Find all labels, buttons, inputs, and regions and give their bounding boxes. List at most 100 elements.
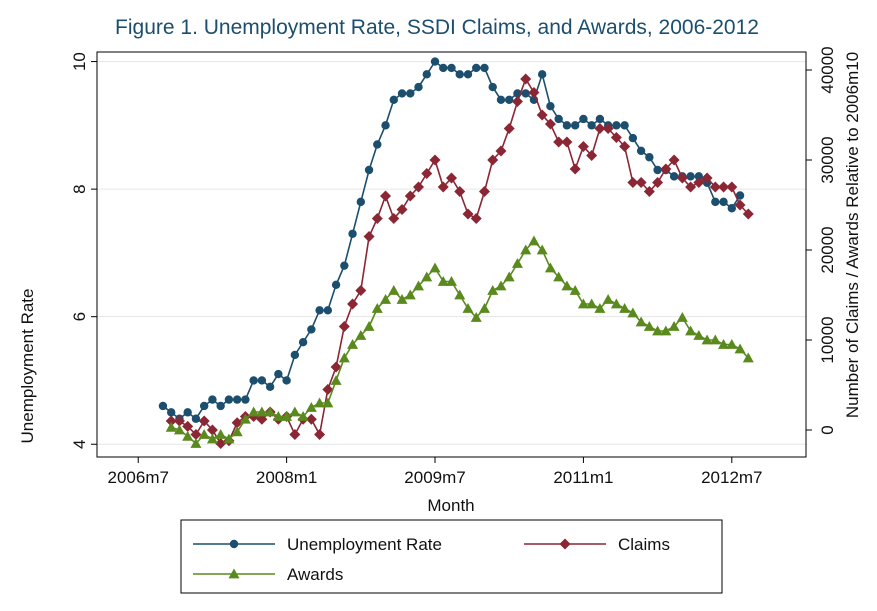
data-point bbox=[206, 433, 218, 444]
legend-box bbox=[180, 519, 723, 594]
x-tick-label: 2012m7 bbox=[701, 468, 762, 487]
plot-frame bbox=[96, 51, 807, 458]
legend-label: Claims bbox=[618, 535, 670, 554]
y-left-tick-label: 10 bbox=[70, 52, 89, 71]
y-right-tick-label: 20000 bbox=[818, 226, 837, 273]
data-point bbox=[470, 213, 482, 224]
data-point bbox=[734, 343, 746, 354]
data-point bbox=[693, 177, 705, 188]
data-point bbox=[635, 177, 647, 188]
data-point bbox=[734, 199, 746, 211]
y-left-axis: 4 6 8 10 bbox=[70, 52, 97, 449]
data-point bbox=[338, 321, 350, 332]
data-point bbox=[586, 150, 598, 161]
x-tick-label: 2009m7 bbox=[404, 468, 465, 487]
data-point bbox=[594, 303, 606, 313]
data-point bbox=[305, 402, 317, 412]
data-point bbox=[437, 276, 449, 286]
data-point bbox=[726, 181, 738, 193]
y-right-axis: 0 10000 20000 30000 40000 bbox=[806, 46, 837, 435]
data-point bbox=[553, 136, 565, 148]
data-point bbox=[711, 197, 720, 207]
data-point bbox=[182, 420, 194, 432]
data-point bbox=[495, 280, 507, 291]
legend-swatch-marker bbox=[228, 568, 240, 579]
y-left-tick-label: 6 bbox=[70, 312, 89, 321]
data-point bbox=[380, 294, 392, 304]
data-point bbox=[742, 352, 754, 363]
data-point bbox=[404, 190, 416, 202]
y-left-tick-label: 4 bbox=[70, 440, 89, 449]
data-point bbox=[215, 438, 227, 449]
data-point bbox=[619, 141, 631, 152]
data-point bbox=[404, 289, 416, 300]
data-point bbox=[231, 426, 243, 437]
data-point bbox=[190, 438, 202, 448]
data-point bbox=[281, 411, 293, 421]
series-awards bbox=[165, 235, 754, 448]
data-point bbox=[496, 95, 506, 105]
data-point bbox=[208, 395, 217, 404]
data-point bbox=[173, 424, 185, 435]
data-point bbox=[371, 303, 383, 313]
data-point bbox=[569, 285, 581, 295]
data-point bbox=[454, 289, 466, 300]
data-point bbox=[413, 181, 425, 193]
data-point bbox=[165, 421, 177, 432]
data-point bbox=[414, 82, 423, 92]
data-point bbox=[182, 430, 194, 441]
data-point bbox=[314, 429, 326, 440]
data-point bbox=[653, 165, 662, 175]
y-left-axis-title: Unemployment Rate bbox=[18, 289, 37, 444]
data-point bbox=[363, 231, 375, 242]
data-point bbox=[298, 337, 308, 347]
y-right-tick-label: 0 bbox=[818, 425, 837, 434]
data-point bbox=[241, 395, 250, 404]
data-point bbox=[355, 285, 367, 296]
data-point bbox=[381, 121, 390, 130]
data-point bbox=[463, 70, 473, 79]
data-point bbox=[643, 186, 655, 197]
data-point bbox=[290, 350, 300, 360]
data-point bbox=[315, 306, 324, 315]
legend: Unemployment Rate Claims Awards bbox=[180, 519, 723, 594]
data-point bbox=[437, 181, 449, 193]
data-point bbox=[371, 213, 383, 224]
data-point bbox=[701, 334, 713, 345]
data-point bbox=[636, 146, 646, 156]
data-point bbox=[536, 244, 548, 255]
data-point bbox=[709, 181, 721, 193]
data-point bbox=[594, 123, 606, 134]
data-point bbox=[297, 411, 309, 421]
data-point bbox=[610, 132, 622, 143]
data-point bbox=[330, 375, 342, 385]
chart-title: Figure 1. Unemployment Rate, SSDI Claims… bbox=[115, 16, 759, 39]
data-point bbox=[686, 172, 695, 181]
data-point bbox=[389, 95, 398, 105]
data-point bbox=[257, 376, 267, 385]
y-left-tick-label: 8 bbox=[70, 184, 89, 193]
data-point bbox=[429, 262, 441, 273]
data-point bbox=[307, 325, 316, 334]
data-point bbox=[314, 397, 326, 408]
data-point bbox=[619, 303, 631, 313]
data-point bbox=[505, 95, 514, 105]
data-point bbox=[570, 121, 580, 130]
data-point bbox=[719, 197, 728, 207]
data-point bbox=[347, 339, 359, 349]
data-point bbox=[198, 415, 210, 427]
data-point bbox=[546, 102, 555, 111]
data-point bbox=[264, 406, 276, 417]
data-point bbox=[577, 298, 589, 309]
data-point bbox=[248, 406, 260, 417]
data-point bbox=[331, 280, 341, 289]
data-point bbox=[421, 271, 433, 282]
data-point bbox=[602, 123, 614, 134]
data-point bbox=[544, 262, 556, 273]
data-point bbox=[396, 204, 408, 215]
data-point bbox=[668, 154, 680, 166]
legend-swatch-marker bbox=[559, 538, 571, 550]
data-point bbox=[511, 258, 523, 268]
data-point bbox=[676, 172, 688, 184]
